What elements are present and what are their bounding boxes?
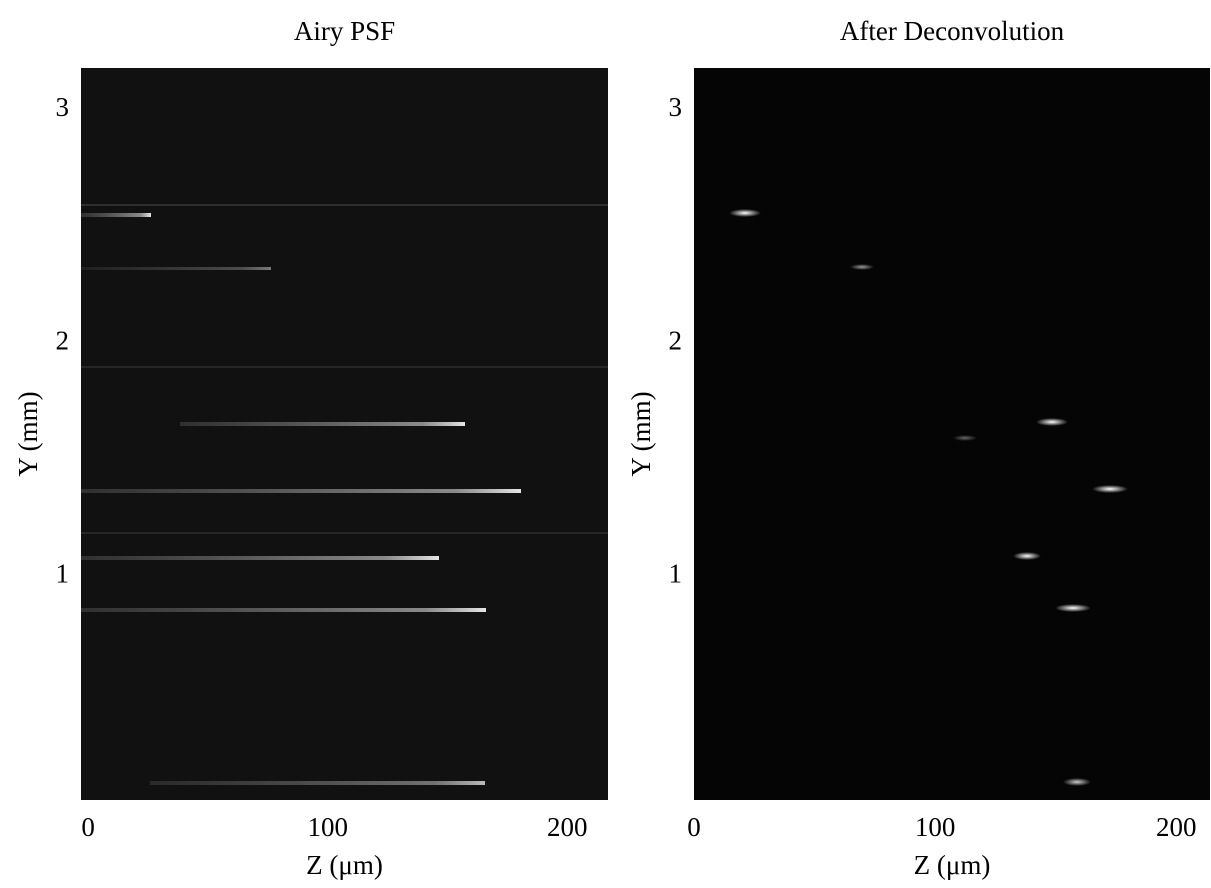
x-tick-label: 200 [547, 812, 588, 842]
spot [1036, 418, 1068, 426]
x-tick-label: 200 [1156, 812, 1197, 842]
spot [1092, 485, 1128, 493]
image [81, 68, 608, 800]
spot [1013, 552, 1041, 560]
y-tick-label: 3 [669, 92, 683, 122]
panels [81, 68, 1210, 800]
spots-right [729, 209, 1128, 786]
streak [81, 267, 271, 270]
streak [81, 213, 151, 217]
y-axis-label: Y (mm) [13, 391, 43, 476]
x-axis-label: Z (μm) [306, 850, 383, 880]
streak [81, 489, 521, 493]
image [694, 68, 1210, 800]
faint-line [81, 366, 608, 368]
faint-line [81, 204, 608, 206]
x-axis-label: Z (μm) [914, 850, 991, 880]
y-tick-label: 2 [669, 325, 683, 355]
x-tick-label: 100 [915, 812, 956, 842]
streak [81, 608, 486, 612]
faint-line [81, 532, 608, 534]
y-tick-label: 1 [669, 558, 683, 588]
x-tick-label: 0 [81, 812, 95, 842]
x-tick-label: 0 [687, 812, 701, 842]
spot [850, 264, 874, 270]
title: Airy PSF [294, 16, 395, 46]
y-tick-label: 1 [56, 558, 70, 588]
spot [1063, 778, 1091, 786]
spot [953, 435, 977, 441]
spot [729, 209, 761, 217]
streak [180, 422, 465, 426]
y-tick-label: 2 [56, 325, 70, 355]
streak [81, 556, 439, 560]
streaks-left [81, 204, 608, 785]
streak [150, 781, 485, 785]
y-axis-label: Y (mm) [626, 391, 656, 476]
x-tick-label: 100 [307, 812, 348, 842]
title: After Deconvolution [840, 16, 1065, 46]
y-tick-label: 3 [56, 92, 70, 122]
spot [1055, 604, 1091, 612]
